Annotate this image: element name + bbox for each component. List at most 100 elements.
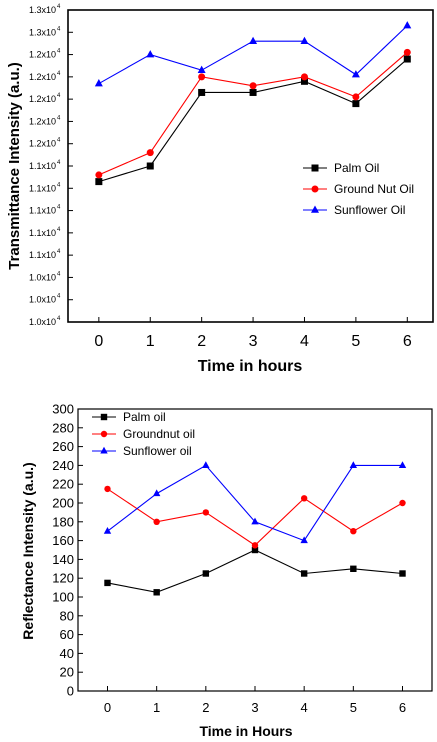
data-point [198,88,206,96]
chart1-legend: Palm Oil Ground Nut Oil Sunflower Oil [303,161,414,217]
data-point [349,461,358,468]
y-tick-label: 1.2x10 [29,94,56,104]
data-point [350,565,357,572]
y-tick-exponent: 4 [57,4,61,10]
x-tick-label: 3 [251,700,258,715]
chart2-series [103,461,407,596]
y-tick-label: 1.2x10 [29,50,56,60]
data-point [251,546,259,554]
transmittance-chart: 1.0x10 41.0x10 41.0x10 41.1x10 41.1x10 41.1x1… [6,4,434,375]
x-tick-label: 4 [300,333,309,350]
y-tick-label: 1.1x10 [29,161,56,171]
data-point [95,171,103,179]
chart2-y-axis-title: Reflectance Intensity (a.u.) [20,462,36,639]
chart2-x-axis: 0 1 2 3 4 5 6 [104,686,406,715]
series-line-0 [107,549,403,593]
y-tick-label: 120 [52,571,74,586]
data-point [146,162,154,170]
data-point [351,70,360,78]
y-tick-exponent: 4 [57,316,61,322]
legend-label: Sunflower Oil [334,203,405,217]
legend-marker [311,205,319,213]
chart1-y-axis-title: Transmittance Intensity (a.u.) [6,62,23,270]
y-tick-label: 80 [60,608,74,623]
y-tick-exponent: 4 [57,294,61,300]
y-tick-exponent: 4 [57,26,61,32]
y-tick-exponent: 4 [57,115,61,121]
series-line-2 [107,464,403,542]
data-point [198,73,206,81]
y-tick-exponent: 4 [57,93,61,99]
data-point [95,178,103,186]
y-tick-exponent: 4 [57,182,61,188]
data-point [202,461,210,468]
y-tick-label: 140 [52,552,74,567]
legend-marker [100,413,108,421]
y-tick-label: 1.0x10 [29,272,56,282]
data-point [300,77,308,85]
y-tick-label: 1.3x10 [29,27,56,37]
y-tick-label: 100 [52,590,74,605]
legend-label: Palm oil [123,410,166,424]
x-tick-label: 6 [399,700,406,715]
y-tick-label: 160 [52,533,74,548]
chart1-x-axis: 0 1 2 3 4 5 6 [94,317,412,350]
x-tick-label: 3 [249,333,258,350]
x-tick-label: 1 [153,700,160,715]
legend-label: Groundnut oil [123,427,195,441]
data-point [153,518,160,525]
data-point [403,48,411,56]
y-tick-label: 1.0x10 [29,317,56,327]
legend-label: Palm Oil [334,161,379,175]
y-tick-label: 0 [67,684,74,699]
chart1-x-axis-title: Time in hours [198,358,303,375]
y-tick-exponent: 4 [57,71,61,77]
reflectance-chart: 0204060801001201401601802002202402602803… [20,402,433,739]
data-point [352,100,360,108]
y-tick-label: 220 [52,477,74,492]
y-tick-label: 1.1x10 [29,250,56,260]
legend-marker [100,446,108,454]
y-tick-exponent: 4 [57,271,61,277]
y-tick-label: 280 [52,420,74,435]
x-tick-label: 0 [104,700,111,715]
data-point [153,589,160,596]
x-tick-label: 5 [351,333,360,350]
y-tick-exponent: 4 [57,160,61,166]
data-point [352,93,360,101]
y-tick-label: 180 [52,514,74,529]
chart2-legend: Palm oil Groundnut oil Sunflower oil [92,410,195,458]
data-point [202,570,210,577]
data-point [300,570,308,577]
y-tick-exponent: 4 [57,49,61,55]
data-point [403,55,411,63]
x-tick-label: 6 [403,333,412,350]
data-point [152,489,161,497]
y-tick-label: 1.1x10 [29,228,56,238]
data-point [399,499,406,507]
x-tick-label: 2 [202,700,209,715]
data-point [251,542,259,549]
data-point [300,73,308,81]
data-point [399,570,406,577]
y-tick-label: 300 [52,402,74,417]
data-point [300,36,309,44]
data-point [403,21,412,29]
data-point [249,82,257,90]
legend-label: Sunflower oil [123,444,192,458]
y-tick-label: 1.3x10 [29,5,56,15]
data-point [202,509,210,516]
data-point [251,517,259,525]
data-point [398,461,407,468]
y-tick-label: 240 [52,458,74,473]
y-tick-label: 1.2x10 [29,139,56,149]
y-tick-label: 20 [60,665,74,680]
series-line-1 [98,51,408,176]
legend-label: Ground Nut Oil [334,182,414,196]
y-tick-label: 200 [52,496,74,511]
legend-marker [311,164,319,172]
data-point [103,527,112,534]
chart2-x-axis-title: Time in Hours [199,723,292,739]
y-tick-label: 260 [52,439,74,454]
y-tick-label: 1.0x10 [29,295,56,305]
